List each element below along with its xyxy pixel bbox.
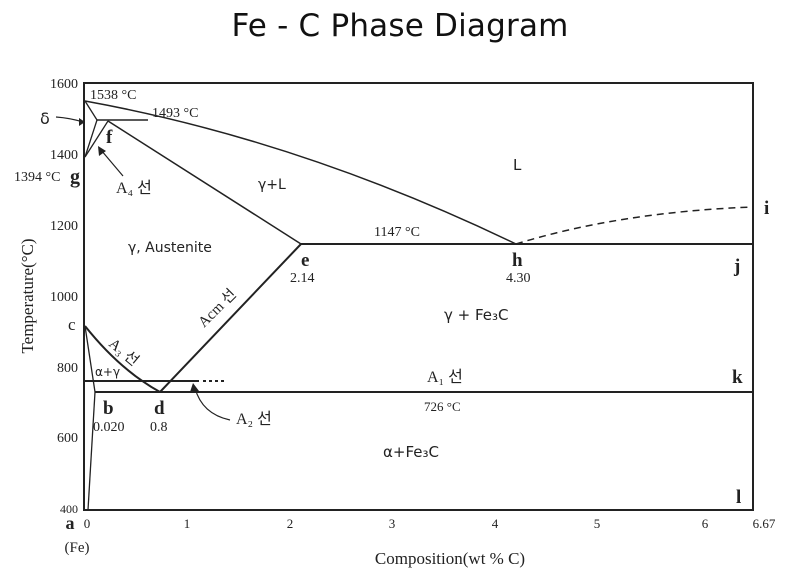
temp-1493-label: 1493 °C (152, 106, 198, 121)
y-tick-800: 800 (57, 361, 78, 376)
plot-frame (83, 82, 754, 511)
point-c-label: c (68, 315, 76, 334)
liquidus-line (84, 100, 517, 245)
gamma-liquid-region-label: γ+L (258, 177, 286, 193)
y-tick-1200: 1200 (50, 219, 78, 234)
acm-line-label: Acm 선 (195, 286, 240, 331)
x-tick-1: 1 (184, 516, 191, 531)
temp-1394-label: 1394 °C (14, 170, 60, 185)
a4-line (84, 120, 109, 158)
y-axis-label: Temperature(°C) (18, 238, 37, 353)
acm-line (159, 243, 302, 393)
x-tick-6-67: 6.67 (753, 516, 776, 531)
point-i-label: i (764, 198, 769, 219)
a4-arrow (100, 149, 124, 177)
austenite-region-label: γ, Austenite (128, 240, 212, 256)
point-h-value: 4.30 (506, 271, 531, 286)
point-h-label: h (512, 250, 523, 271)
temp-1538-label: 1538 °C (90, 88, 136, 103)
point-j-label: j (733, 256, 740, 277)
point-b-value: 0.020 (93, 420, 125, 435)
a3-line (84, 325, 161, 393)
a2-arrow (194, 387, 231, 421)
alpha-cementite-region-label: α+Fe₃C (383, 443, 439, 461)
x-tick-0: 0 (84, 516, 91, 531)
a1-line-label: A₁ 선 (427, 368, 463, 386)
point-d-label: d (154, 398, 165, 419)
point-a-label: a (66, 513, 75, 533)
cementite-liquidus-dashed (515, 206, 754, 245)
y-tick-1000: 1000 (50, 290, 78, 305)
point-b-label: b (103, 398, 114, 419)
gamma-cementite-region-label: γ + Fe₃C (444, 306, 509, 324)
delta-gamma-upper (84, 119, 98, 158)
point-k-label: k (732, 367, 743, 388)
y-tick-1400: 1400 (50, 148, 78, 163)
alpha-gamma-region-label: α+γ (95, 365, 120, 379)
point-l-label: l (736, 487, 741, 508)
a4-arrowhead-icon (98, 146, 106, 156)
point-e-label: e (301, 250, 309, 271)
alpha-solvus (87, 391, 96, 511)
y-tick-400: 400 (60, 502, 78, 516)
solidus-line (107, 120, 302, 245)
temp-1147-label: 1147 °C (374, 225, 420, 240)
x-tick-6: 6 (702, 516, 709, 531)
y-tick-600: 600 (57, 431, 78, 446)
delta-arrow (55, 116, 84, 123)
delta-region-label: δ (40, 109, 50, 128)
x-tick-5: 5 (594, 516, 601, 531)
x-tick-2: 2 (287, 516, 294, 531)
a2-line-label: A₂ 선 (236, 410, 272, 428)
a4-line-label: A₄ 선 (116, 179, 152, 197)
fe-origin-label: (Fe) (65, 540, 90, 556)
a2-arrowhead-icon (190, 383, 199, 392)
x-tick-4: 4 (492, 516, 499, 531)
temp-726-label: 726 °C (424, 399, 461, 414)
liquid-region-label: L (513, 156, 522, 174)
x-axis-label: Composition(wt % C) (375, 549, 525, 568)
delta-solidus (84, 100, 98, 121)
diagram-title: Fe - C Phase Diagram (231, 8, 569, 44)
y-tick-1600: 1600 (50, 77, 78, 92)
point-e-value: 2.14 (290, 271, 315, 286)
point-d-value: 0.8 (150, 420, 168, 435)
delta-arrowhead-icon (79, 118, 85, 126)
point-g-label: g (70, 166, 80, 188)
x-tick-3: 3 (389, 516, 396, 531)
point-f-label: f (106, 127, 113, 148)
